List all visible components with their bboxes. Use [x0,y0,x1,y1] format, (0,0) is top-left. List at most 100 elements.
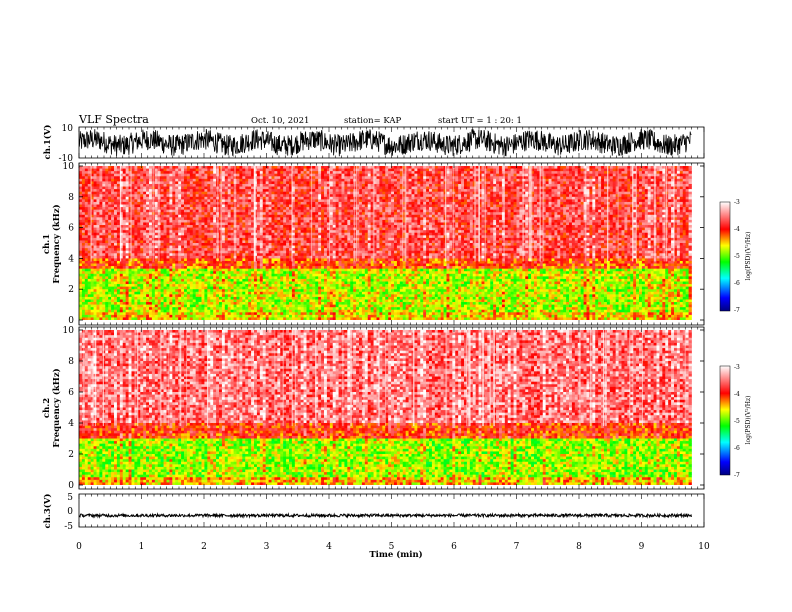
spectrogram-cell [189,186,194,190]
spectrogram-cell [262,243,267,246]
spectrogram-cell [256,240,261,244]
spectrogram-cell [84,248,89,252]
spectrogram-cell [195,168,199,172]
spectrogram-cell [201,207,205,210]
spectrogram-cell [236,235,240,239]
spectrogram-cell [166,253,170,257]
spectrogram-cell [105,196,109,200]
spectrogram-cell [157,266,162,270]
spectrogram-cell [137,276,141,280]
spectrogram-cell [149,250,153,254]
spectrogram-cell [111,217,115,221]
spectrogram-cell [125,253,129,257]
spectrogram-cell [318,276,322,280]
spectrogram-cell [128,245,132,249]
spectrogram-cell [111,243,115,246]
spectrogram-cell [140,225,144,228]
spectrogram-cell [172,217,176,221]
spectrogram-cell [163,245,167,249]
spectrogram-cell [227,284,232,287]
spectrogram-cell [151,191,156,195]
spectrogram-cell [178,209,182,213]
spectrogram-cell [175,225,179,228]
spectrogram-cell [143,168,147,172]
spectrogram-cell [280,191,284,195]
spectrogram-cell [125,268,129,272]
spectrogram-cell [105,230,109,234]
spectrogram-cell [204,201,208,205]
spectrogram-cell [207,291,211,295]
spectrogram-cell [81,189,86,193]
spectrogram-cell [96,271,100,275]
spectrogram-cell [81,240,86,244]
spectrogram-cell [207,299,211,303]
spectrogram-cell [303,235,307,239]
spectrogram-cell [251,260,255,264]
spectrogram-cell [248,173,252,177]
spectrogram-cell [224,181,229,185]
spectrogram-cell [149,281,153,285]
spectrogram-cell [262,189,267,193]
spectrogram-cell [201,276,205,280]
spectrogram-cell [283,217,287,221]
spectrogram-cell [149,304,153,308]
spectrogram-cell [137,237,141,241]
spectrogram-cell [291,240,296,244]
spectrogram-cell [291,266,296,270]
spectrogram-cell [131,312,135,316]
spectrogram-cell [116,289,121,293]
spectrogram-cell [286,222,290,226]
spectrogram-cell [111,312,115,316]
spectrogram-cell [256,284,261,287]
spectrogram-cell [186,189,191,193]
spectrogram-cell [172,181,176,185]
spectrogram-cell [119,286,124,290]
spectrogram-cell [277,173,281,177]
spectrogram-cell [265,307,269,311]
spectrogram-cell [213,314,217,318]
spectrogram-cell [259,284,264,287]
spectrogram-cell [81,166,86,169]
spectrogram-cell [81,291,86,295]
spectrogram-cell [84,278,89,282]
spectrogram-cell [233,276,237,280]
spectrogram-cell [114,273,118,277]
spectrogram-cell [195,291,199,295]
spectrogram-cell [122,181,127,185]
spectrogram-cell [207,176,211,180]
spectrogram-cell [116,171,121,175]
spectrogram-cell [239,273,243,277]
spectrogram-cell [146,196,150,200]
spectrogram-cell [221,171,226,175]
spectrogram-cell [297,191,302,195]
spectrogram-cell [221,278,226,282]
spectrogram-cell [160,250,164,254]
spectrogram-cell [291,219,296,223]
spectrogram-cell [248,284,252,287]
spectrogram-cell [271,173,275,177]
spectrogram-cell [239,199,243,203]
spectrogram-cell [315,217,319,221]
spectrogram-cell [236,227,240,231]
spectrogram-cell [274,225,278,228]
spectrogram-cell [184,243,188,246]
spectrogram-cell [262,309,267,313]
spectrogram-cell [96,296,100,300]
spectrogram-cell [169,168,173,172]
spectrogram-cell [224,214,229,218]
spectrogram-cell [277,309,281,313]
spectrogram-cell [134,289,138,293]
spectrogram-cell [277,312,281,316]
spectrogram-cell [277,314,281,318]
spectrogram-cell [149,263,153,267]
spectrogram-cell [137,186,141,190]
spectrogram-cell [154,271,159,275]
spectrogram-cell [306,289,310,293]
spectrogram-cell [268,250,272,254]
spectrogram-cell [96,194,100,198]
spectrogram-cell [259,248,264,252]
spectrogram-cell [219,307,223,311]
spectrogram-cell [122,294,127,298]
spectrogram-cell [204,291,208,295]
spectrogram-cell [259,291,264,295]
